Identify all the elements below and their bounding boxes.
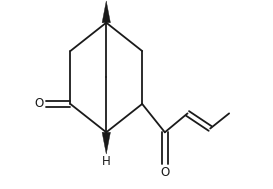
Text: H: H [102,155,111,168]
Polygon shape [102,1,110,23]
Text: O: O [34,98,43,110]
Text: O: O [160,166,170,179]
Polygon shape [102,132,110,154]
